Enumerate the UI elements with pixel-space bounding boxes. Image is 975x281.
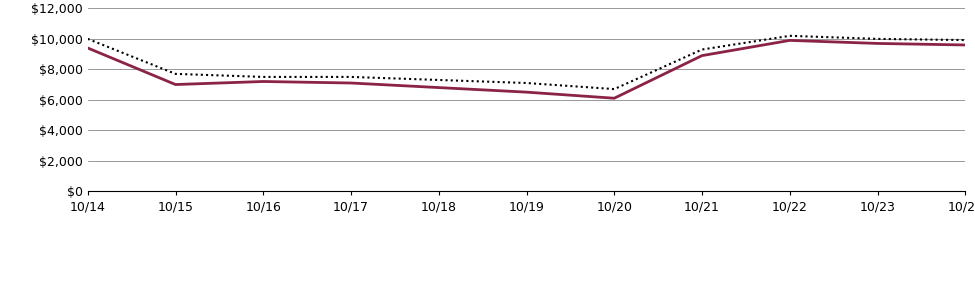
Legend: MFS Commodity Strategy Fund - Class A, $9,599, Bloomberg Commodity Index, $9,921: MFS Commodity Strategy Fund - Class A, $… — [140, 278, 496, 281]
